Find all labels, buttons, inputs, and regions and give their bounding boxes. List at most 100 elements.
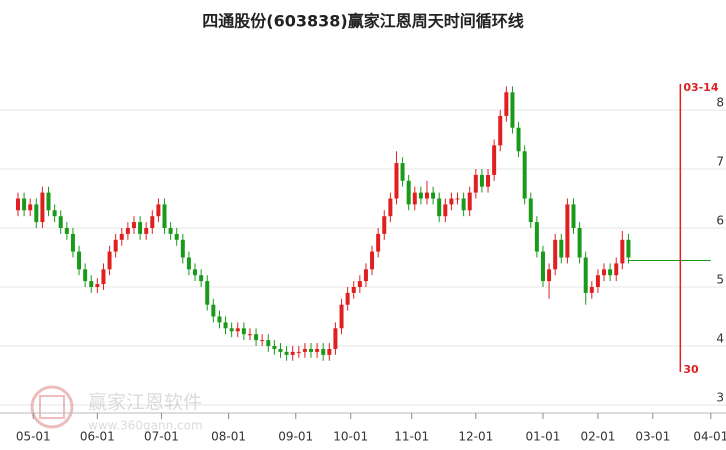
candle-body [131,222,136,228]
candle-body [70,233,75,252]
y-tick-label: 7 [716,155,724,169]
candle-body [186,257,191,270]
candle-body [540,251,545,282]
candle-body [559,239,564,258]
y-tick-label: 4 [716,332,724,346]
candle-body [217,316,222,323]
candle-body [278,348,283,352]
x-tick-label: 06-01 [80,430,115,444]
candle-body [83,269,88,282]
candle-body [107,251,112,270]
candle-body [534,222,539,252]
candle-body [376,233,381,252]
candle-body [498,115,503,146]
candle-body [388,198,393,217]
candle-body [370,251,375,270]
candle-body [52,210,57,217]
candle-body [150,216,155,228]
candle-body [418,192,423,199]
candle-body [467,192,472,211]
candle-body [64,228,69,234]
candle-body [461,198,466,211]
candle-body [296,351,301,353]
x-tick-label: 10-01 [333,430,368,444]
candle-body [254,334,259,341]
candle-body [345,292,350,305]
candle-body [199,275,204,282]
candle-body [424,192,429,199]
candle-body [113,239,118,252]
candle-body [449,198,454,205]
candle-body [58,216,63,228]
candle-body [479,174,484,187]
x-tick-label: 03-01 [635,430,670,444]
candle-body [363,269,368,282]
candle-body [241,328,246,335]
candle-body [247,334,252,336]
candle-body [608,269,613,276]
candle-body [89,281,94,287]
candle-body [595,275,600,287]
watermark-logo [30,385,74,429]
candle-body [266,340,271,346]
candle-body [211,304,216,317]
candle-body [223,322,228,329]
candle-body [437,198,442,217]
candle-body [620,239,625,264]
candle-body [394,163,399,199]
candle-body [357,281,362,287]
candle-body [626,239,631,258]
y-tick-label: 6 [716,214,724,228]
candle-body [205,281,210,305]
x-tick-label: 11-01 [394,430,429,444]
candle-body [431,192,436,199]
candle-body [553,239,558,270]
candle-body [443,204,448,217]
x-tick-label: 07-01 [144,430,179,444]
x-tick-label: 05-01 [16,430,51,444]
candle-body [492,145,497,175]
candle-body [156,204,161,217]
candle-body [77,251,82,270]
watermark: 赢家江恩软件 www.360gann.com [30,385,203,433]
candle-body [101,269,106,285]
candle-body [528,198,533,223]
candle-body [34,204,39,223]
x-tick-label: 08-01 [211,430,246,444]
candle-body [125,228,130,234]
candle-body [95,284,100,287]
candle-body [16,198,20,211]
candle-body [614,263,619,276]
cycle-date-label: 03-14 [683,81,719,94]
candle-body [406,180,411,205]
candle-body [272,346,277,349]
candle-body [522,151,527,199]
y-tick-label: 8 [716,96,724,110]
chart-title: 四通股份(603838)赢家江恩周天时间循环线 [202,12,523,31]
candle-body [473,174,478,193]
x-tick-label: 09-01 [278,430,313,444]
candle-body [40,192,45,223]
candle-body [321,348,326,355]
x-tick-label: 01-01 [526,430,561,444]
candle-body [547,269,552,282]
candle-body [327,348,332,355]
candle-body [193,269,198,276]
candle-body [302,348,307,352]
candle-body [168,228,173,234]
candle-body [339,304,344,329]
grid [0,109,726,406]
candle-body [602,269,607,276]
candle-body [174,233,179,240]
candle-body [504,92,509,116]
y-tick-label: 3 [716,391,724,405]
candle-body [583,257,588,293]
candle-body [571,204,576,228]
candle-body [516,127,521,152]
candle-body [28,204,33,211]
candle-body [162,204,167,228]
candle-body [290,351,295,355]
candle-body [309,348,314,352]
candle-body [412,192,417,205]
